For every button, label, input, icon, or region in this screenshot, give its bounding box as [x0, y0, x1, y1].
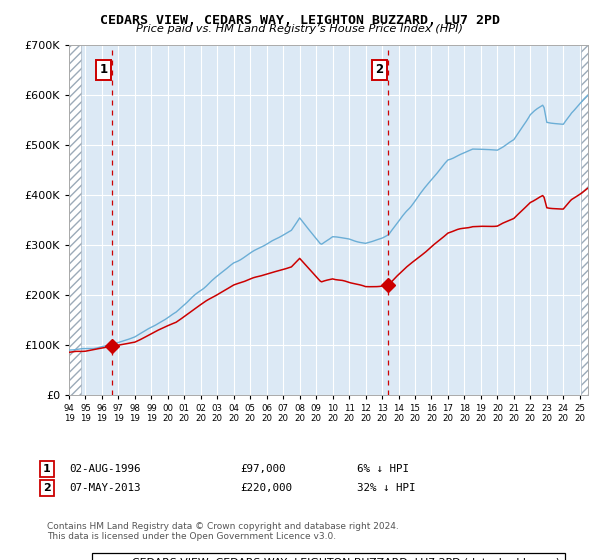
Text: Contains HM Land Registry data © Crown copyright and database right 2024.
This d: Contains HM Land Registry data © Crown c…: [47, 522, 398, 542]
Text: 02-AUG-1996: 02-AUG-1996: [69, 464, 140, 474]
Text: £220,000: £220,000: [240, 483, 292, 493]
Text: 6% ↓ HPI: 6% ↓ HPI: [357, 464, 409, 474]
Text: 2: 2: [43, 483, 50, 493]
Text: 07-MAY-2013: 07-MAY-2013: [69, 483, 140, 493]
Text: 2: 2: [376, 63, 384, 76]
Text: CEDARS VIEW, CEDARS WAY, LEIGHTON BUZZARD, LU7 2PD: CEDARS VIEW, CEDARS WAY, LEIGHTON BUZZAR…: [100, 14, 500, 27]
Text: 1: 1: [43, 464, 50, 474]
Text: Price paid vs. HM Land Registry’s House Price Index (HPI): Price paid vs. HM Land Registry’s House …: [137, 24, 464, 34]
Legend: CEDARS VIEW, CEDARS WAY, LEIGHTON BUZZARD, LU7 2PD (detached house), HPI: Averag: CEDARS VIEW, CEDARS WAY, LEIGHTON BUZZAR…: [92, 553, 565, 560]
Text: 32% ↓ HPI: 32% ↓ HPI: [357, 483, 415, 493]
Text: 1: 1: [99, 63, 107, 76]
Text: £97,000: £97,000: [240, 464, 286, 474]
